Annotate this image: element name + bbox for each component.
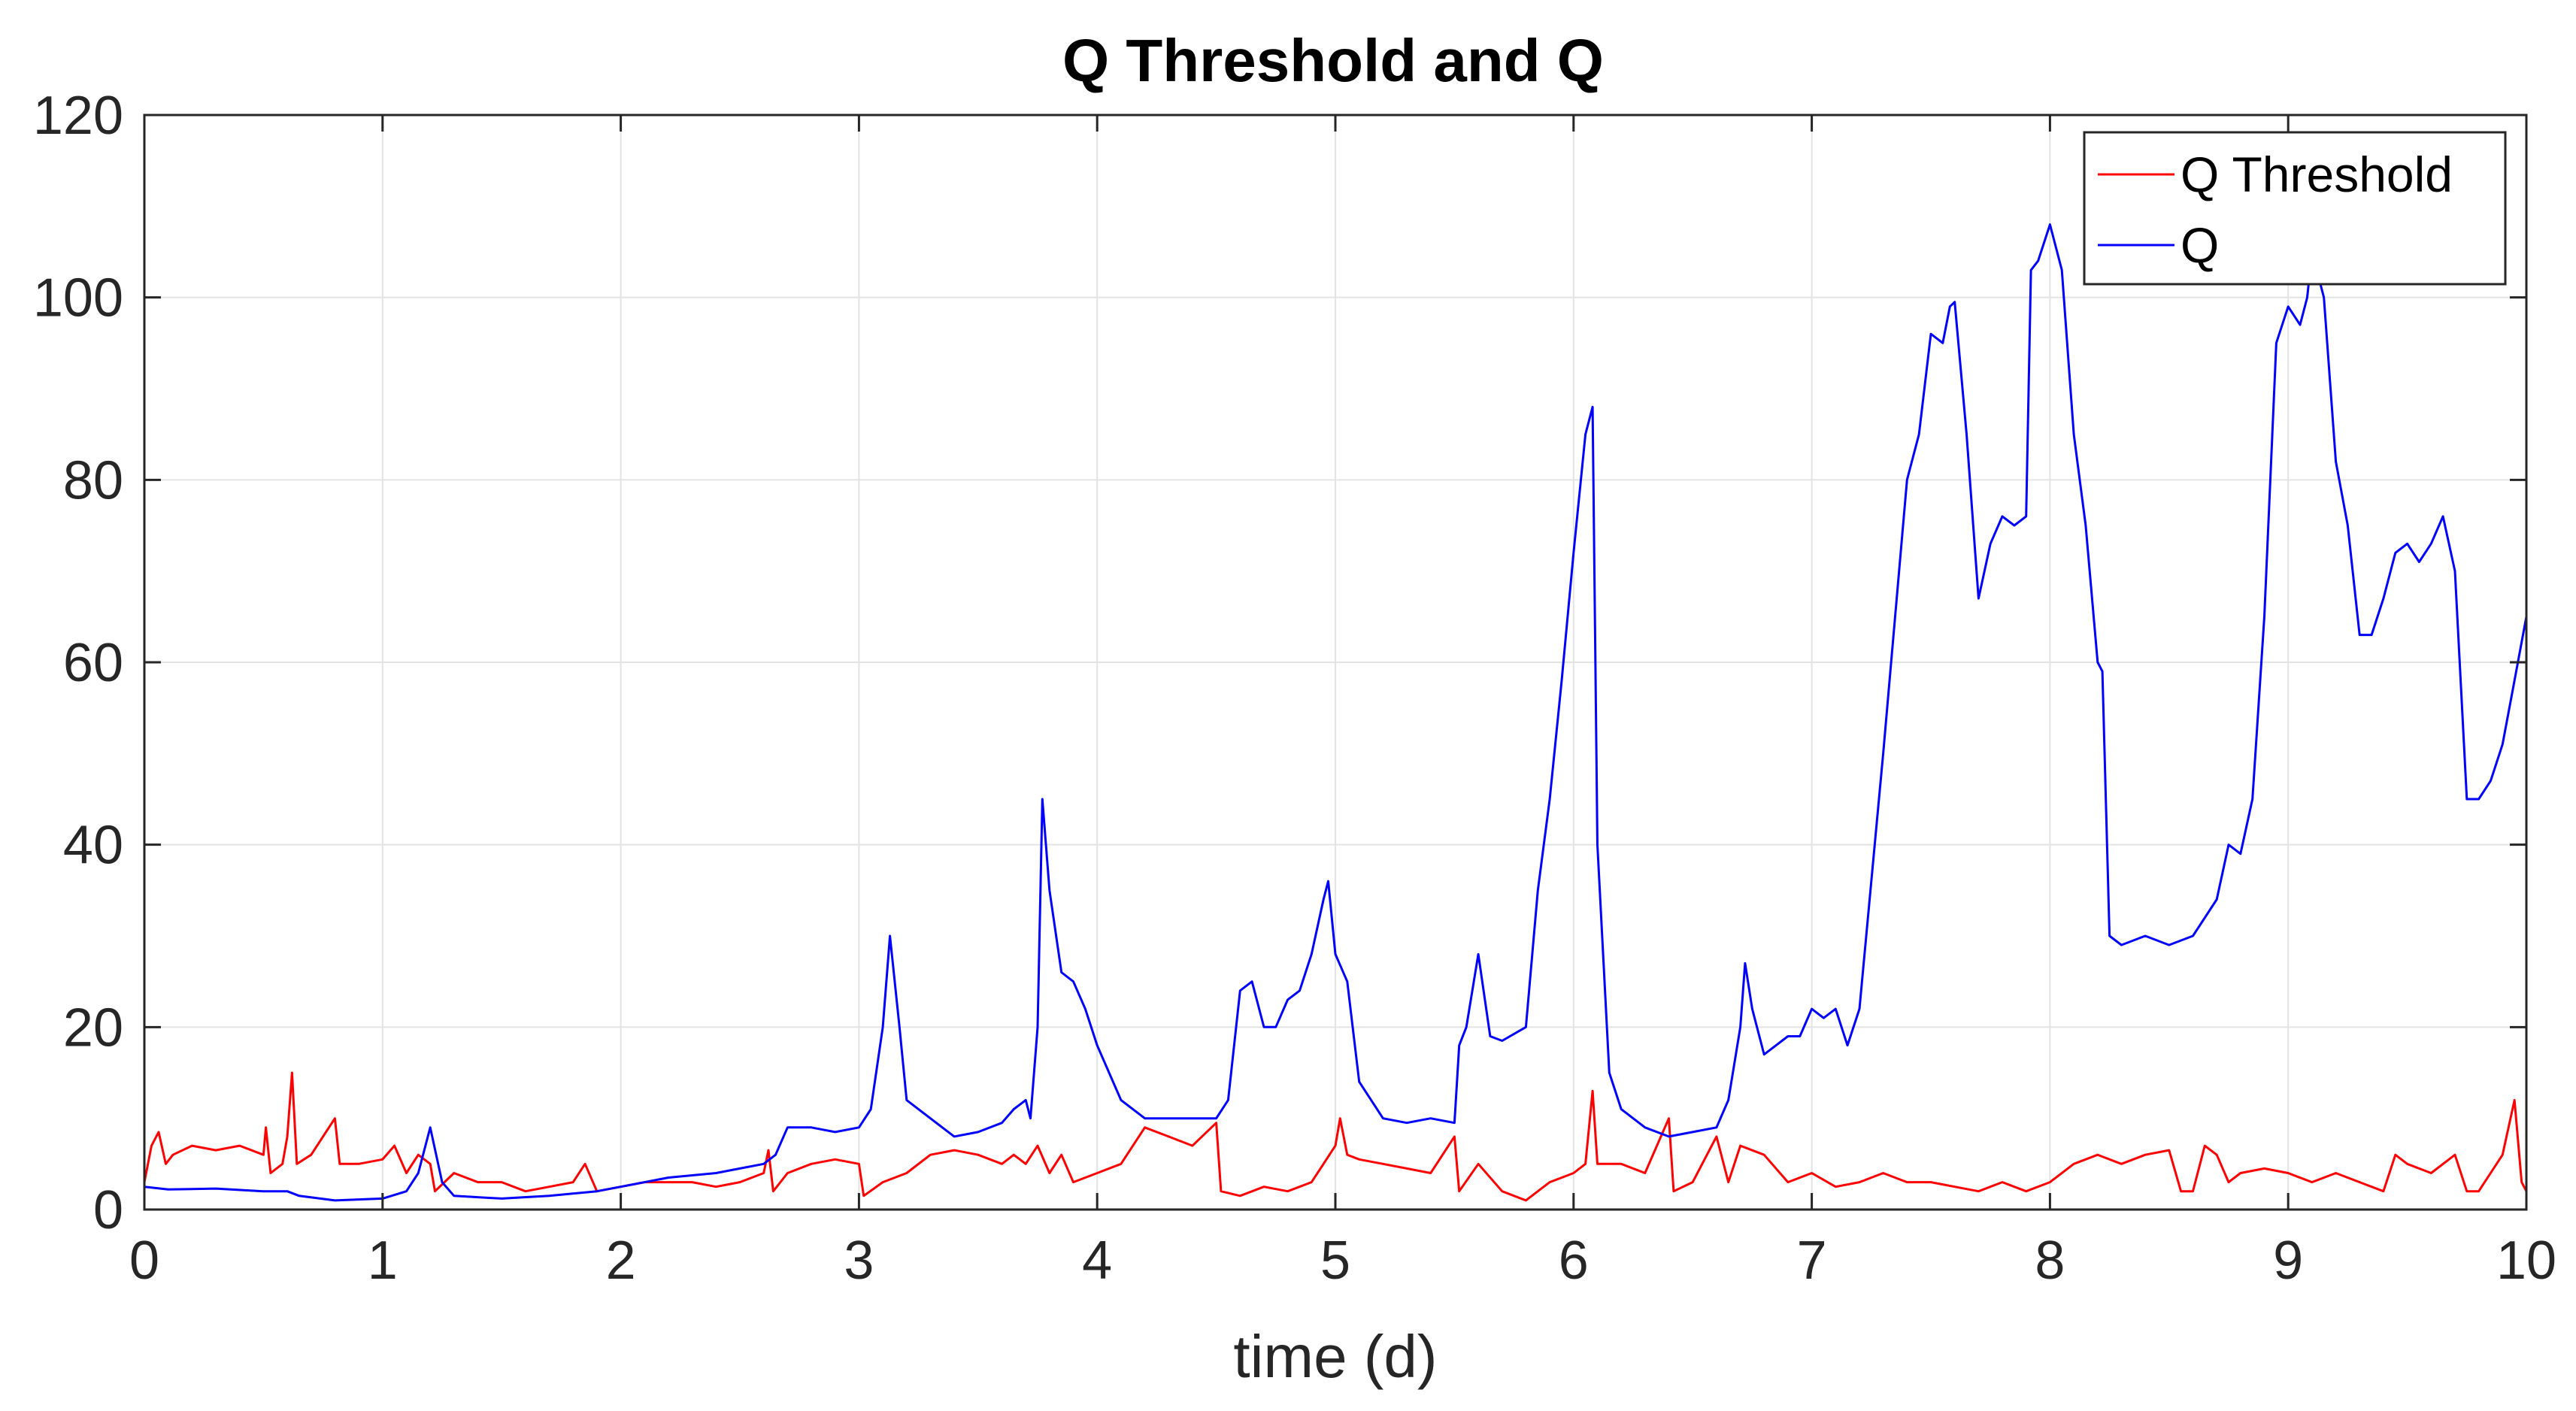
x-tick-label: 2: [606, 1231, 636, 1291]
legend-label-q: Q: [2181, 217, 2219, 273]
x-tick-label: 4: [1082, 1231, 1112, 1291]
x-tick-label: 9: [2273, 1231, 2303, 1291]
x-tick-label: 6: [1559, 1231, 1589, 1291]
y-tick-label: 40: [63, 816, 123, 876]
y-tick-label: 80: [63, 450, 123, 510]
chart-title: Q Threshold and Q: [1062, 27, 1604, 94]
x-tick-label: 10: [2496, 1231, 2556, 1291]
x-axis-ticks: 0 1 2 3 4 5 6 7 8 9 10: [129, 115, 2556, 1291]
y-tick-label: 20: [63, 998, 123, 1058]
legend: Q Threshold Q: [2083, 131, 2507, 286]
x-tick-label: 0: [129, 1231, 159, 1291]
y-tick-label: 60: [63, 633, 123, 693]
x-tick-label: 7: [1797, 1231, 1827, 1291]
legend-box: [2083, 131, 2507, 286]
y-axis-ticks: 0 20 40 60 80 100 120: [33, 86, 2526, 1240]
series-line-q: [144, 223, 2526, 1202]
y-tick-label: 0: [93, 1180, 123, 1240]
x-tick-label: 8: [2035, 1231, 2065, 1291]
series-lines: [144, 223, 2526, 1202]
x-tick-label: 3: [844, 1231, 874, 1291]
y-tick-label: 100: [33, 268, 123, 329]
x-tick-label: 5: [1320, 1231, 1350, 1291]
x-axis-label: time (d): [1233, 1323, 1437, 1390]
x-tick-label: 1: [368, 1231, 398, 1291]
series-line-q-threshold: [144, 1071, 2526, 1202]
y-tick-label: 120: [33, 86, 123, 146]
legend-label-q-threshold: Q Threshold: [2181, 147, 2453, 202]
